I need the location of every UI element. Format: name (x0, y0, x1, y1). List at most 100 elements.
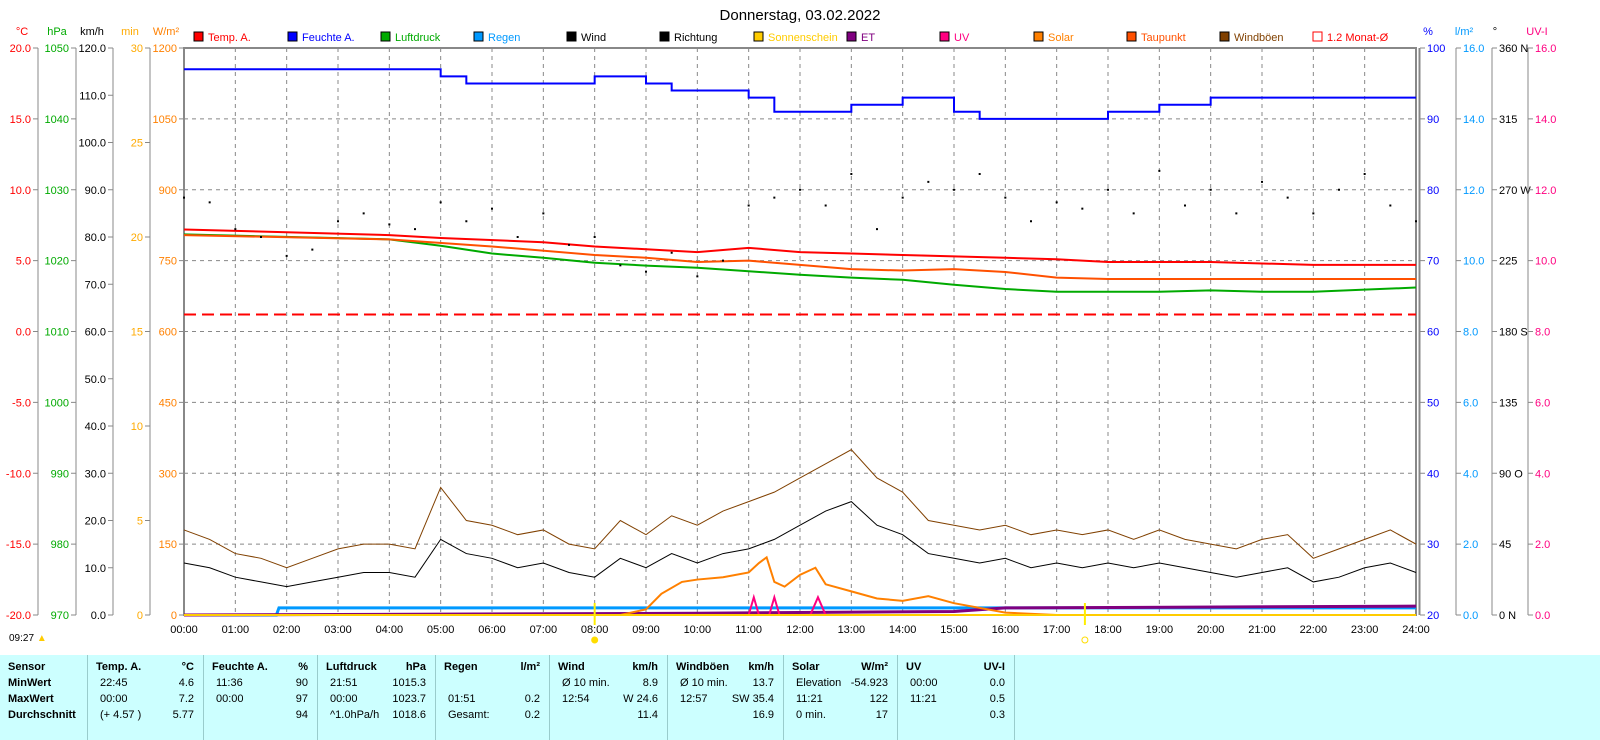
axis-label-solar: 1050 (153, 114, 177, 126)
cell-value: SW 35.4 (731, 693, 774, 705)
series-luftdruck (183, 233, 1417, 293)
x-tick-label: 12:00 (786, 624, 814, 636)
table-column-1: Temp. A. °C 22:45 4.6 00:00 7.2 (+ 4.57 ) 5.77 (88, 655, 204, 740)
direction-dot (619, 264, 622, 267)
cell-label: Elevation (796, 677, 842, 689)
cell-value: 1023.7 (392, 693, 426, 705)
axis-label-sunshine: 15 (131, 327, 143, 339)
x-tick-label: 00:00 (170, 624, 198, 636)
series-windb-en (183, 448, 1417, 569)
axis-label-solar: 300 (159, 468, 177, 480)
cell-value: 0.3 (989, 709, 1005, 721)
axis-unit-rain: l/m² (1455, 26, 1474, 38)
axis-label-sunshine: 20 (131, 232, 143, 244)
column-unit: l/m² (520, 661, 540, 673)
cell-label: 12:57 (680, 693, 708, 705)
axis-label-wind: 90.0 (85, 185, 106, 197)
axis-label-sunshine: 5 (137, 516, 143, 528)
column-header: Sensor (8, 661, 46, 673)
axis-label-wind: 80.0 (85, 232, 106, 244)
axis-label-temp: -15.0 (6, 539, 31, 551)
direction-dot (1261, 180, 1263, 183)
axis-label-humidity: 70 (1427, 256, 1439, 268)
cell-label: Ø 10 min. (562, 677, 610, 689)
column-unit: % (298, 661, 308, 673)
axis-label-rain: 6.0 (1463, 397, 1478, 409)
legend-label-6: Sonnenschein (768, 32, 838, 44)
direction-dot (285, 254, 288, 257)
direction-dot (1415, 220, 1417, 223)
axis-label-direction: 180 S (1499, 327, 1528, 339)
axis-label-solar: 150 (159, 539, 177, 551)
direction-dot (696, 275, 699, 278)
cell-value: 0.2 (524, 693, 540, 705)
cell-label: 0 min. (796, 709, 826, 721)
axis-label-rain: 10.0 (1463, 256, 1484, 268)
sunset-icon (1081, 636, 1089, 644)
axis-label-uv: 8.0 (1535, 327, 1550, 339)
axis-label-pressure: 1040 (45, 114, 69, 126)
axis-label-humidity: 50 (1427, 397, 1439, 409)
axis-label-temp: -20.0 (6, 610, 31, 622)
x-tick-label: 21:00 (1248, 624, 1276, 636)
direction-dot (799, 188, 801, 191)
series-uv (184, 593, 1416, 616)
legend-label-11: Windböen (1234, 32, 1284, 44)
weather-chart: Donnerstag, 03.02.2022 Temp. A. Feuchte A.… (6, 7, 1556, 644)
x-tick-label: 16:00 (992, 624, 1020, 636)
axis-label-direction: 315 (1499, 114, 1517, 126)
table-column-5: Wind km/h Ø 10 min. 8.9 12:54 W 24.6 11.4 (550, 655, 668, 740)
axis-label-temp: 10.0 (10, 185, 31, 197)
axis-label-uv: 12.0 (1535, 185, 1556, 197)
axis-label-temp: 15.0 (10, 114, 31, 126)
legend-label-1: Feuchte A. (302, 32, 355, 44)
axis-unit-pressure: hPa (47, 26, 67, 38)
legend-swatch-4 (566, 31, 577, 42)
direction-dot (876, 228, 878, 231)
cell-label: ^1.0hPa/h (330, 709, 380, 721)
column-header: UV (906, 661, 922, 673)
axis-label-direction: 0 N (1499, 610, 1516, 622)
direction-dot (362, 212, 365, 215)
x-tick-label: 19:00 (1146, 624, 1174, 636)
direction-dot (439, 201, 442, 204)
axis-label-uv: 10.0 (1535, 256, 1556, 268)
x-tick-label: 13:00 (838, 624, 866, 636)
cell-label: 21:51 (330, 677, 358, 689)
legend-swatch-2 (380, 31, 391, 42)
cell-value: 0.2 (524, 709, 540, 721)
legend-swatch-3 (473, 31, 484, 42)
axis-label-direction: 360 N (1499, 43, 1528, 55)
cell-value: 11.4 (637, 709, 658, 721)
cell-label: 00:00 (100, 693, 128, 705)
direction-dot (1004, 196, 1007, 199)
cell-value: 17 (875, 709, 888, 721)
cell-value: 0.0 (989, 677, 1005, 689)
direction-dot (1030, 220, 1032, 223)
axis-label-sunshine: 25 (131, 138, 143, 150)
direction-dot (1107, 188, 1109, 191)
axis-label-pressure: 980 (51, 539, 69, 551)
chart-title: Donnerstag, 03.02.2022 (720, 7, 881, 24)
axis-label-wind: 10.0 (85, 563, 106, 575)
axis-label-pressure: 1000 (45, 397, 69, 409)
axis-label-solar: 0 (171, 610, 177, 622)
series-temp-a- (183, 228, 1416, 266)
legend-swatch-1 (287, 31, 298, 42)
direction-dot (722, 259, 724, 262)
axis-label-rain: 8.0 (1463, 327, 1478, 339)
direction-dot (850, 173, 853, 175)
direction-dot (1132, 212, 1135, 215)
x-tick-label: 01:00 (222, 624, 250, 636)
cell-label: 01:51 (448, 693, 476, 705)
series-feuchte-a- (184, 68, 1416, 120)
direction-dot (927, 180, 930, 183)
column-header: Wind (558, 661, 585, 673)
column-unit: UV-I (983, 661, 1005, 673)
axis-label-humidity: 60 (1427, 327, 1439, 339)
legend-label-3: Regen (488, 32, 520, 44)
direction-dot (337, 220, 339, 223)
column-header: Solar (792, 661, 820, 673)
legend-label-4: Wind (581, 32, 606, 44)
axis-label-pressure: 970 (51, 610, 69, 622)
